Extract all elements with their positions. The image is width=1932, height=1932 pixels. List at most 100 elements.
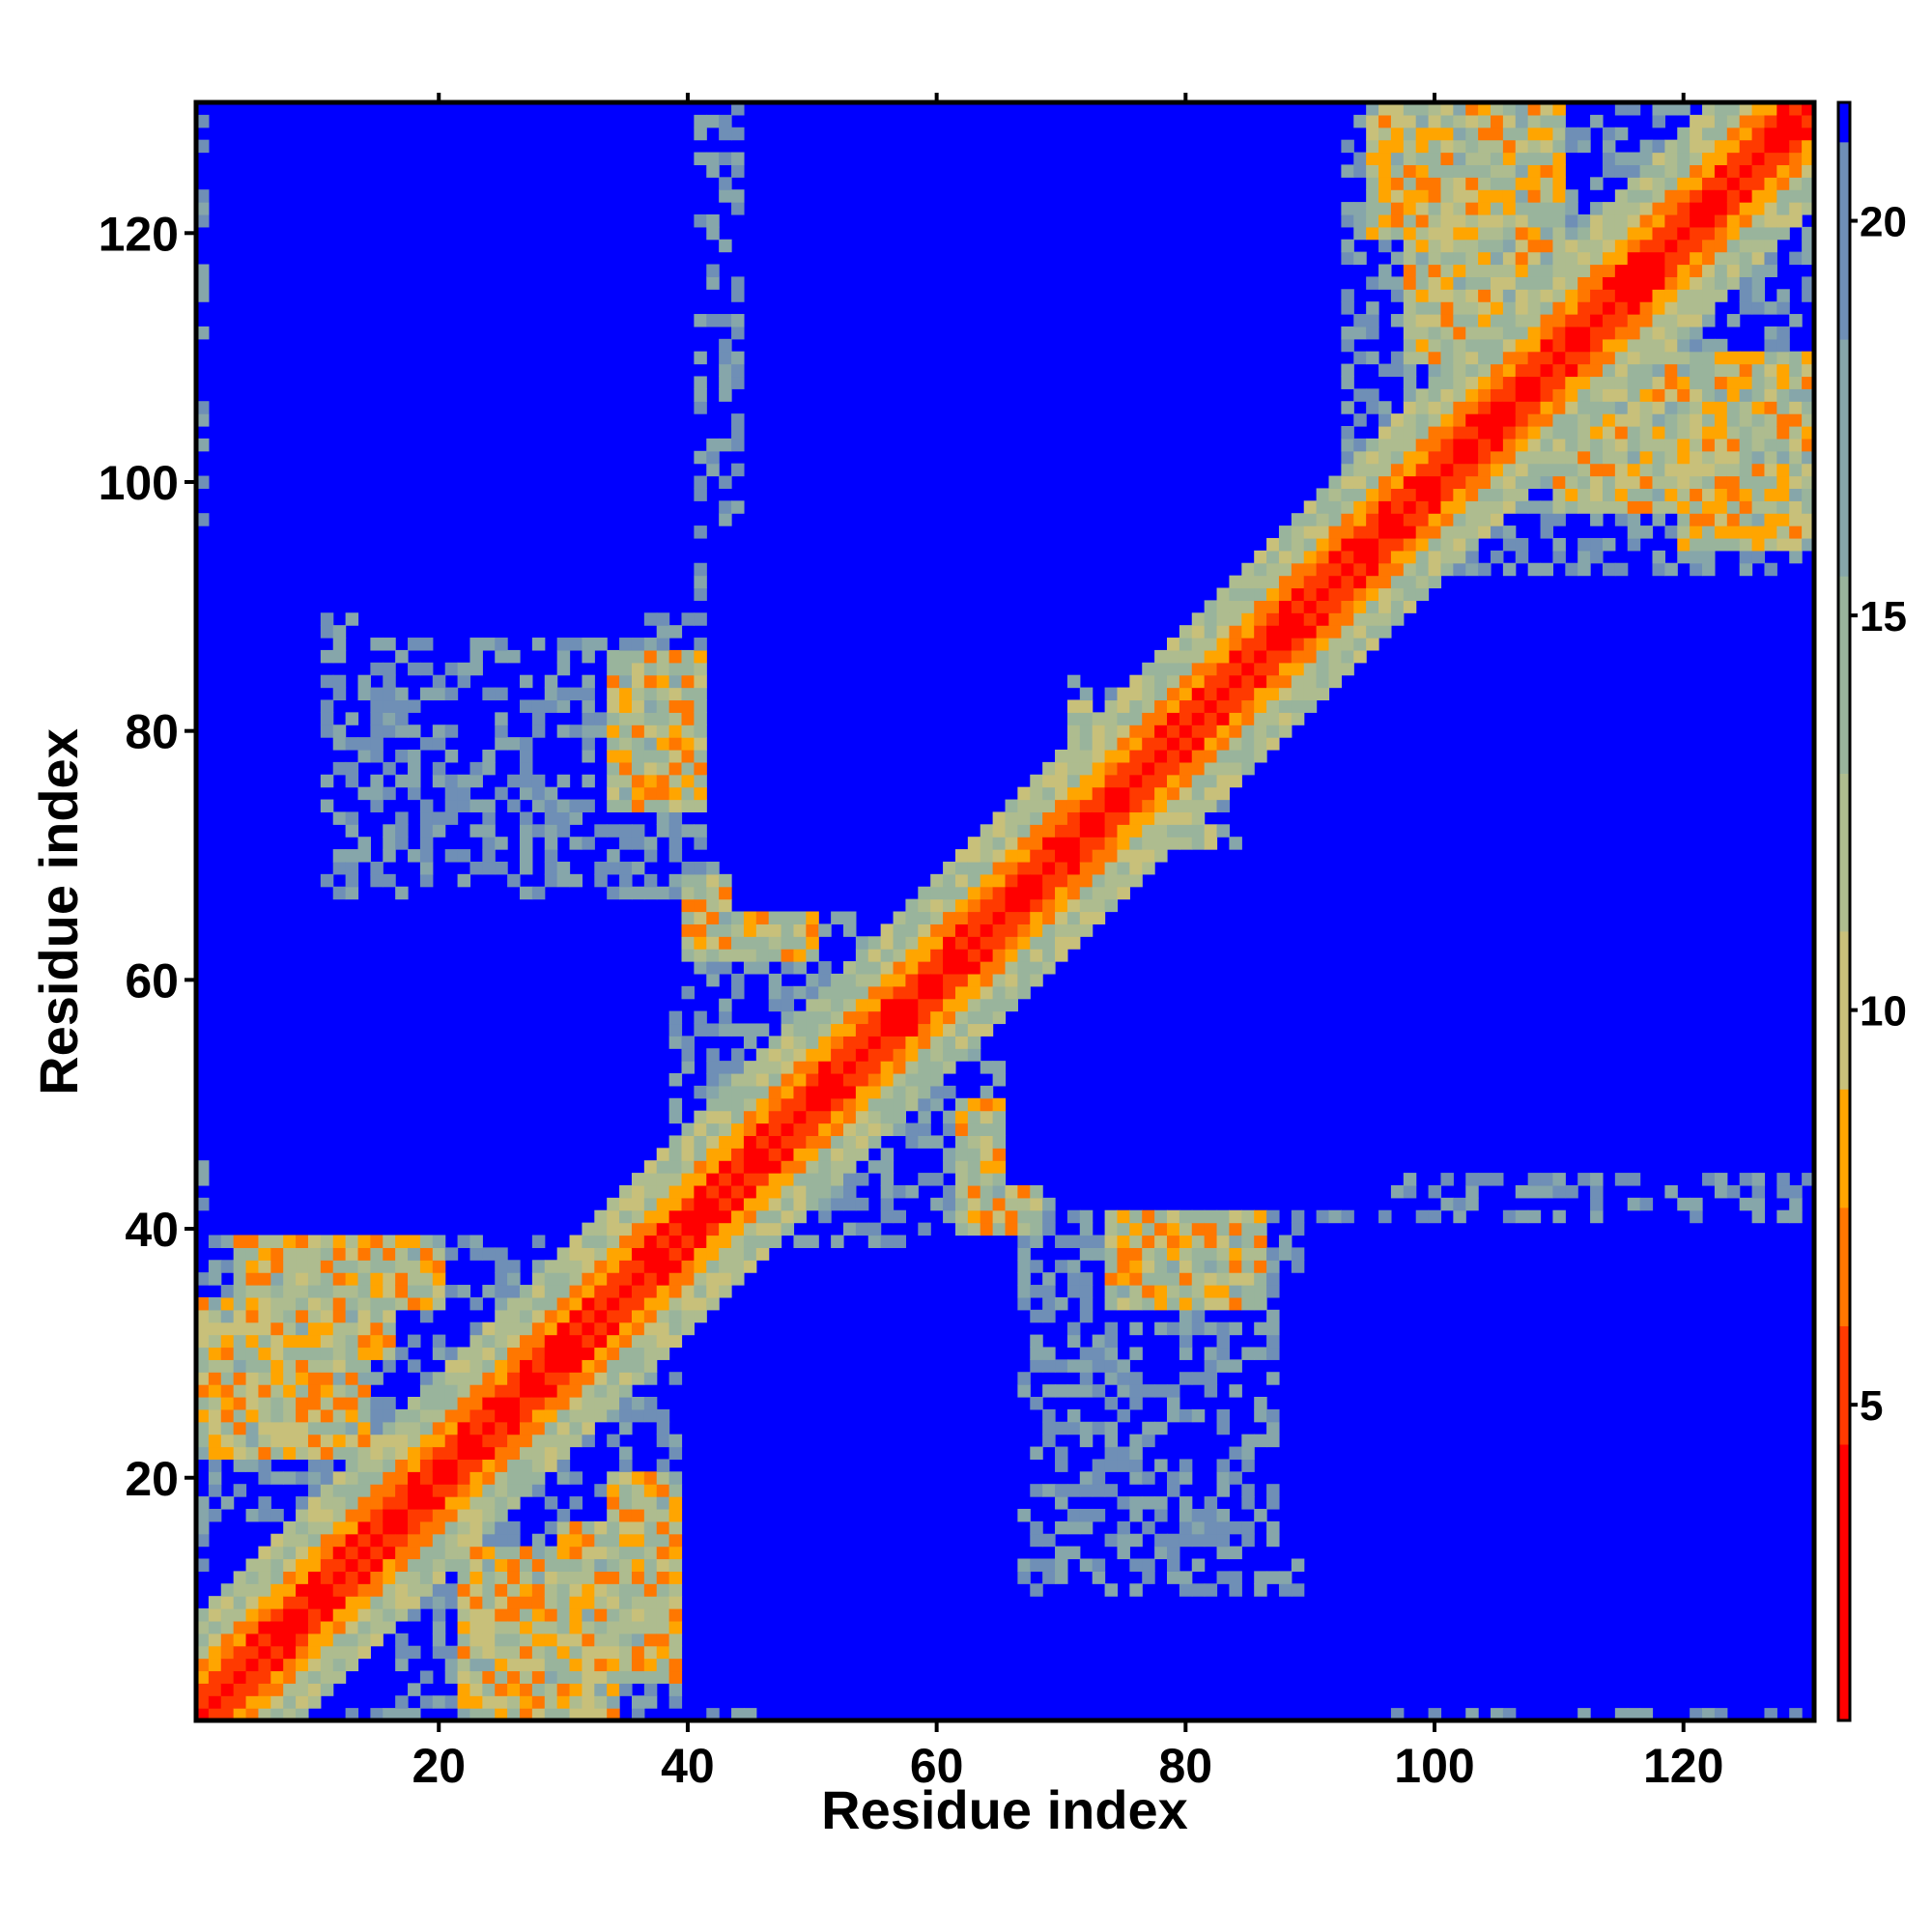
heatmap-cell bbox=[656, 1508, 670, 1522]
heatmap-cell bbox=[1167, 662, 1180, 676]
heatmap-cell bbox=[643, 612, 658, 626]
heatmap-cell bbox=[719, 936, 732, 950]
heatmap-cell bbox=[668, 824, 683, 838]
heatmap-cell bbox=[706, 1296, 720, 1311]
heatmap-cell bbox=[1167, 1209, 1180, 1224]
heatmap-cell bbox=[719, 475, 732, 490]
heatmap-cell bbox=[631, 1173, 645, 1186]
heatmap-cell bbox=[556, 861, 571, 875]
heatmap-cell bbox=[831, 911, 844, 924]
heatmap-cell bbox=[1540, 463, 1554, 477]
heatmap-cell bbox=[383, 1508, 396, 1522]
heatmap-cell bbox=[1565, 463, 1578, 477]
heatmap-cell bbox=[880, 1173, 895, 1186]
heatmap-cell bbox=[457, 1421, 471, 1435]
heatmap-cell bbox=[607, 1520, 620, 1535]
heatmap-cell bbox=[1478, 264, 1492, 277]
heatmap-cell bbox=[1802, 276, 1815, 290]
heatmap-cell bbox=[1353, 649, 1367, 664]
heatmap-cell bbox=[1478, 450, 1492, 465]
heatmap-cell bbox=[507, 737, 521, 751]
heatmap-cell bbox=[495, 649, 508, 664]
heatmap-cell bbox=[1229, 737, 1242, 751]
heatmap-cell bbox=[918, 973, 931, 987]
heatmap-cell bbox=[1254, 1296, 1267, 1311]
heatmap-cell bbox=[1590, 388, 1604, 402]
heatmap-cell bbox=[1241, 612, 1255, 626]
heatmap-cell bbox=[1266, 1421, 1280, 1435]
heatmap-cell bbox=[1577, 562, 1591, 577]
heatmap-cell bbox=[619, 1408, 633, 1423]
heatmap-cell bbox=[656, 786, 670, 801]
heatmap-cell bbox=[507, 1459, 521, 1472]
heatmap-cell bbox=[1055, 837, 1068, 850]
heatmap-cell bbox=[245, 1645, 260, 1660]
heatmap-cell bbox=[582, 1384, 595, 1398]
heatmap-cell bbox=[1303, 662, 1318, 676]
heatmap-cell bbox=[1390, 562, 1405, 577]
heatmap-cell bbox=[196, 413, 210, 427]
heatmap-cell bbox=[943, 949, 956, 962]
heatmap-cell bbox=[1677, 301, 1690, 315]
heatmap-cell bbox=[1129, 774, 1143, 788]
heatmap-cell bbox=[1502, 562, 1517, 577]
heatmap-cells bbox=[196, 102, 1815, 1721]
heatmap-cell bbox=[1241, 1235, 1255, 1248]
heatmap-cell bbox=[1291, 612, 1305, 626]
heatmap-cell bbox=[694, 1309, 707, 1323]
heatmap-cell bbox=[793, 1122, 807, 1137]
heatmap-cell bbox=[245, 1285, 260, 1298]
heatmap-cell bbox=[569, 1471, 583, 1485]
heatmap-cell bbox=[544, 674, 558, 689]
heatmap-cell bbox=[943, 1209, 956, 1224]
heatmap-cell bbox=[607, 1309, 620, 1323]
heatmap-cell bbox=[1677, 152, 1690, 166]
heatmap-cell bbox=[1776, 1173, 1790, 1186]
heatmap-cell bbox=[1440, 314, 1454, 327]
heatmap-cell bbox=[1714, 114, 1728, 128]
heatmap-cell bbox=[208, 1359, 222, 1373]
heatmap-cell bbox=[419, 849, 434, 863]
heatmap-cell bbox=[905, 949, 919, 962]
heatmap-cell bbox=[930, 1023, 944, 1037]
heatmap-cell bbox=[694, 1023, 707, 1037]
heatmap-cell bbox=[1565, 488, 1578, 501]
heatmap-cell bbox=[1378, 625, 1392, 639]
heatmap-cell bbox=[383, 638, 396, 651]
heatmap-cell bbox=[818, 985, 832, 1000]
heatmap-cell bbox=[1229, 750, 1242, 763]
heatmap-cell bbox=[1030, 1184, 1043, 1199]
heatmap-cell bbox=[1142, 1434, 1155, 1448]
heatmap-cell bbox=[1204, 1384, 1218, 1398]
heatmap-cell bbox=[992, 1097, 1007, 1112]
heatmap-cell bbox=[320, 1272, 334, 1286]
heatmap-cell bbox=[258, 1471, 271, 1485]
heatmap-cell bbox=[631, 1222, 645, 1236]
heatmap-cell bbox=[1278, 638, 1293, 651]
heatmap-cell bbox=[1764, 438, 1777, 452]
heatmap-cell bbox=[270, 1384, 284, 1398]
heatmap-cell bbox=[1565, 289, 1578, 302]
heatmap-cell bbox=[233, 1633, 247, 1647]
heatmap-cell bbox=[1664, 338, 1678, 353]
heatmap-cell bbox=[1079, 1434, 1094, 1448]
heatmap-cell bbox=[507, 1484, 521, 1497]
heatmap-cell bbox=[706, 898, 720, 913]
heatmap-cell bbox=[905, 1135, 919, 1149]
heatmap-cell bbox=[643, 1334, 658, 1349]
heatmap-cell bbox=[1216, 1471, 1231, 1485]
heatmap-cell bbox=[258, 1434, 271, 1448]
x-tick-label: 100 bbox=[1394, 1739, 1474, 1793]
heatmap-cell bbox=[408, 1446, 421, 1461]
heatmap-cell bbox=[806, 985, 819, 1000]
heatmap-cell bbox=[1366, 450, 1379, 465]
heatmap-cell bbox=[1690, 1209, 1703, 1224]
heatmap-cell bbox=[1491, 139, 1504, 154]
heatmap-cell bbox=[1652, 463, 1665, 477]
heatmap-cell bbox=[1390, 612, 1405, 626]
heatmap-cell bbox=[307, 1285, 322, 1298]
colorbar-segment bbox=[1838, 102, 1850, 143]
heatmap-cell bbox=[1502, 413, 1517, 427]
heatmap-cell bbox=[755, 1048, 770, 1062]
